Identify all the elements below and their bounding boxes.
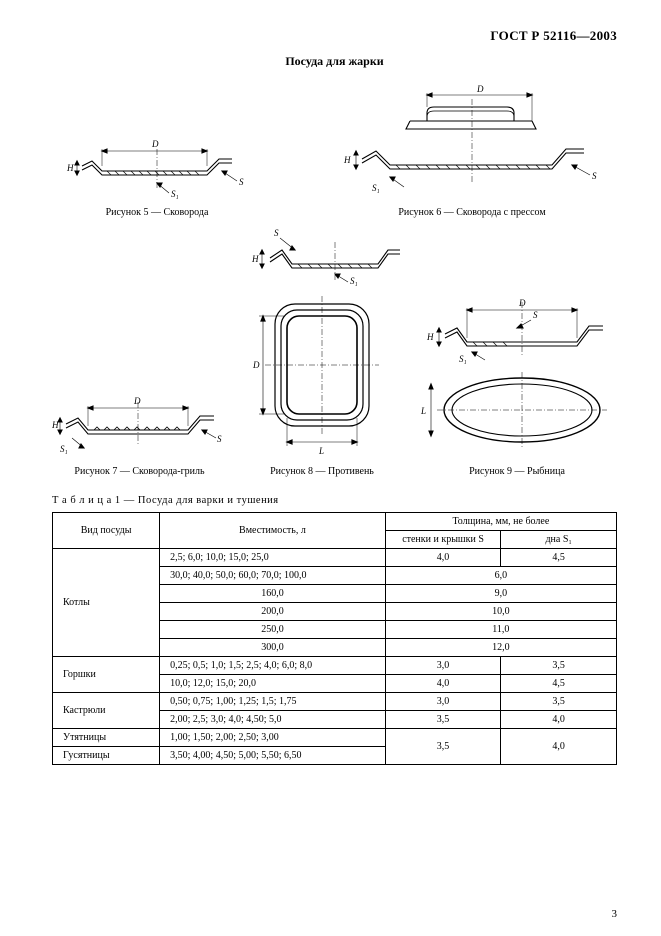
figure-5: D H S S₁ Рисунок 5 — Сковорода xyxy=(52,111,262,218)
cell: Горшки xyxy=(53,657,160,693)
doc-header: ГОСТ Р 52116—2003 xyxy=(52,28,617,44)
fig7-s1: S₁ xyxy=(60,444,68,454)
cell: 4,5 xyxy=(501,549,617,567)
fig8-d: D xyxy=(252,360,260,370)
cell: 3,0 xyxy=(385,657,501,675)
col-s1: дна S₁ xyxy=(501,531,617,549)
fig5-s1: S₁ xyxy=(171,189,179,199)
cell: Кастрюли xyxy=(53,693,160,729)
col-capacity: Вместимость, л xyxy=(160,513,386,549)
cell: 4,0 xyxy=(385,675,501,693)
fig7-d: D xyxy=(133,396,141,406)
cell: 2,5; 6,0; 10,0; 15,0; 25,0 xyxy=(160,549,386,567)
fig6-caption: Рисунок 6 — Сковорода с прессом xyxy=(327,207,617,218)
fig6-s1: S₁ xyxy=(372,183,380,193)
table-row: Утятницы 1,00; 1,50; 2,00; 2,50; 3,00 3,… xyxy=(53,729,617,747)
cell: Утятницы xyxy=(53,729,160,747)
fig5-d: D xyxy=(151,139,159,149)
cell: 12,0 xyxy=(385,639,616,657)
figure-6: D H S S₁ Рисунок 6 — Сковорода с прессом xyxy=(327,81,617,218)
cell: 4,5 xyxy=(501,675,617,693)
fig8top-s1: S₁ xyxy=(350,276,358,286)
cell: 4,0 xyxy=(385,549,501,567)
table-row: Кастрюли 0,50; 0,75; 1,00; 1,25; 1,5; 1,… xyxy=(53,693,617,711)
fig6-d: D xyxy=(476,84,484,94)
cell: 3,5 xyxy=(385,711,501,729)
figure-9: D H S S₁ L Рисунок 9 — Рыбница xyxy=(417,290,617,477)
cell: 3,50; 4,00; 4,50; 5,00; 5,50; 6,50 xyxy=(160,747,386,765)
cell: 200,0 xyxy=(160,603,386,621)
cell: 160,0 xyxy=(160,585,386,603)
fig9-s1: S₁ xyxy=(459,354,467,364)
cell: 3,5 xyxy=(501,657,617,675)
fig8-top-drawing: S H S₁ xyxy=(52,226,617,286)
cell: 3,5 xyxy=(385,729,501,765)
figure-row-2: D H S S₁ Рисунок 7 — Сковорода-гриль xyxy=(52,290,617,477)
fig8top-h: H xyxy=(251,254,259,264)
fig5-caption: Рисунок 5 — Сковорода xyxy=(52,207,262,218)
cell: 0,25; 0,5; 1,0; 1,5; 2,5; 4,0; 6,0; 8,0 xyxy=(160,657,386,675)
fig8-l: L xyxy=(318,446,324,456)
fig9-caption: Рисунок 9 — Рыбница xyxy=(417,466,617,477)
fig9-d: D xyxy=(518,298,526,308)
cell: 4,0 xyxy=(501,729,617,765)
cell: 11,0 xyxy=(385,621,616,639)
cell: 1,00; 1,50; 2,00; 2,50; 3,00 xyxy=(160,729,386,747)
figure-7: D H S S₁ Рисунок 7 — Сковорода-гриль xyxy=(52,380,227,477)
section-title: Посуда для жарки xyxy=(52,54,617,69)
cell: 0,50; 0,75; 1,00; 1,25; 1,5; 1,75 xyxy=(160,693,386,711)
fig9-l: L xyxy=(420,406,426,416)
cell: 2,00; 2,5; 3,0; 4,0; 4,50; 5,0 xyxy=(160,711,386,729)
fig5-h: H xyxy=(66,163,74,173)
cell: 30,0; 40,0; 50,0; 60,0; 70,0; 100,0 xyxy=(160,567,386,585)
fig9-h: H xyxy=(426,332,434,342)
figure-8: L D Рисунок 8 — Противень xyxy=(245,290,400,477)
cell: 3,0 xyxy=(385,693,501,711)
cell: 250,0 xyxy=(160,621,386,639)
fig6-s: S xyxy=(592,171,597,181)
page-number: 3 xyxy=(612,908,618,920)
cell: 10,0; 12,0; 15,0; 20,0 xyxy=(160,675,386,693)
table-row: Котлы 2,5; 6,0; 10,0; 15,0; 25,0 4,0 4,5 xyxy=(53,549,617,567)
col-thickness: Толщина, мм, не более xyxy=(385,513,616,531)
fig7-h: H xyxy=(52,420,59,430)
cell: 3,5 xyxy=(501,693,617,711)
table-row: Горшки 0,25; 0,5; 1,0; 1,5; 2,5; 4,0; 6,… xyxy=(53,657,617,675)
fig9-s: S xyxy=(533,310,538,320)
col-s: стенки и крышки S xyxy=(385,531,501,549)
cell: 9,0 xyxy=(385,585,616,603)
fig8-caption: Рисунок 8 — Противень xyxy=(245,466,400,477)
cookware-table: Вид посуды Вместимость, л Толщина, мм, н… xyxy=(52,512,617,765)
table-title: Т а б л и ц а 1 — Посуда для варки и туш… xyxy=(52,495,617,506)
cell: Гусятницы xyxy=(53,747,160,765)
col-type: Вид посуды xyxy=(53,513,160,549)
cell: 10,0 xyxy=(385,603,616,621)
figure-row-1: D H S S₁ Рисунок 5 — Сковорода xyxy=(52,81,617,218)
cell: 4,0 xyxy=(501,711,617,729)
cell: 300,0 xyxy=(160,639,386,657)
fig6-h: H xyxy=(343,155,351,165)
fig5-s: S xyxy=(239,177,244,187)
fig8top-s: S xyxy=(274,228,279,238)
cell: Котлы xyxy=(53,549,160,657)
fig7-caption: Рисунок 7 — Сковорода-гриль xyxy=(52,466,227,477)
fig7-s: S xyxy=(217,434,222,444)
cell: 6,0 xyxy=(385,567,616,585)
